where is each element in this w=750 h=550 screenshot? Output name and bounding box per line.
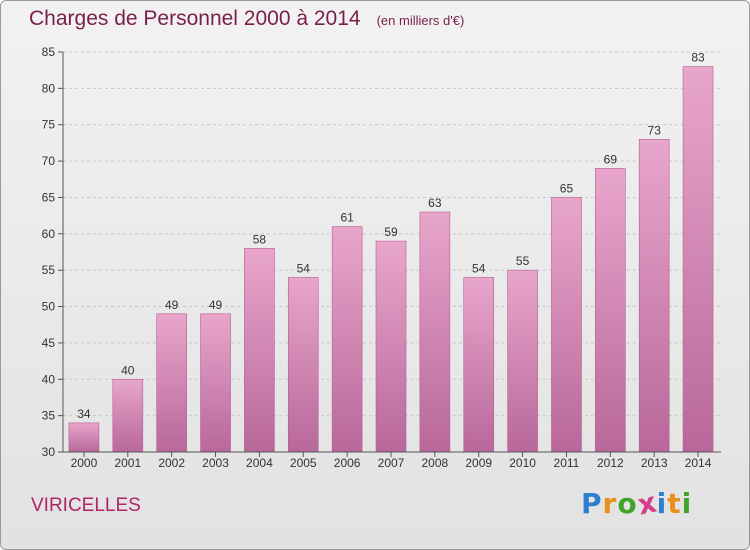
bar: [244, 248, 275, 453]
y-tick-label: 65: [42, 190, 56, 204]
bar: [682, 66, 714, 453]
logo-letter: i: [656, 487, 668, 520]
y-tick-label: 35: [42, 409, 56, 423]
y-tick-label: 45: [42, 336, 56, 350]
bar-value-label: 61: [340, 211, 354, 225]
logo-letter: t: [667, 487, 682, 520]
bar-value-label: 54: [297, 261, 311, 275]
bar: [463, 277, 495, 453]
bar: [112, 378, 144, 453]
x-tick-label: 2000: [71, 456, 98, 470]
bar-value-label: 40: [121, 363, 135, 377]
proxiti-logo: Proxiti: [581, 485, 693, 521]
bar-value-label: 69: [604, 152, 618, 166]
y-tick-label: 75: [42, 118, 56, 132]
bar-value-label: 34: [77, 407, 91, 421]
bar: [375, 240, 407, 453]
chart-title: Charges de Personnel 2000 à 2014: [29, 7, 361, 30]
y-tick-label: 70: [42, 154, 56, 168]
bar: [595, 168, 626, 453]
bar: [68, 422, 100, 453]
bar-value-label: 58: [253, 232, 267, 246]
logo-letter: r: [602, 487, 618, 520]
bar: [551, 197, 582, 453]
bar: [507, 269, 538, 453]
x-tick-label: 2006: [334, 456, 361, 470]
logo-letter: i: [681, 487, 693, 520]
y-tick-label: 55: [42, 263, 56, 277]
x-tick-label: 2004: [246, 456, 273, 470]
x-tick-label: 2007: [378, 456, 405, 470]
bar-value-label: 65: [560, 181, 574, 195]
x-tick-label: 2001: [114, 456, 141, 470]
x-tick-label: 2011: [554, 456, 580, 470]
bar-value-label: 83: [691, 51, 705, 65]
bar-value-label: 54: [472, 261, 486, 275]
bar: [331, 226, 363, 453]
bar-value-label: 73: [648, 123, 662, 137]
bar-value-label: 59: [384, 225, 398, 239]
logo-letter: o: [617, 487, 638, 520]
bar-value-label: 55: [516, 254, 530, 268]
y-tick-label: 60: [42, 227, 56, 241]
x-tick-label: 2009: [465, 456, 492, 470]
x-tick-label: 2013: [641, 456, 668, 470]
bar: [200, 313, 231, 453]
x-tick-label: 2003: [202, 456, 229, 470]
bar: [638, 138, 670, 453]
bar-value-label: 49: [209, 298, 223, 312]
axes: 30 35 40 45 50 55 60 65 70 75 80 85 2000 2001 2002 2003…: [42, 45, 721, 470]
commune-name: VIRICELLES: [31, 495, 141, 516]
bar: [287, 277, 319, 453]
bar-value-label: 49: [165, 298, 179, 312]
y-tick-label: 85: [42, 45, 56, 59]
y-tick-label: 40: [42, 372, 56, 386]
y-tick-label: 30: [42, 445, 56, 459]
chart-subtitle: (en milliers d'€): [376, 13, 465, 28]
x-tick-label: 2008: [422, 456, 449, 470]
x-tick-label: 2014: [685, 456, 712, 470]
bar: [419, 211, 451, 453]
logo-letter: P: [581, 487, 603, 520]
bar-value-label: 63: [428, 196, 442, 210]
x-tick-label: 2005: [290, 456, 317, 470]
bars: 34 40 49 49 58 54 61 59 63 54 55 65 69 73 83: [68, 51, 714, 453]
y-tick-label: 80: [42, 81, 56, 95]
x-tick-label: 2010: [509, 456, 536, 470]
x-tick-label: 2002: [158, 456, 185, 470]
y-tick-label: 50: [42, 300, 56, 314]
x-tick-label: 2012: [597, 456, 624, 470]
bar: [156, 313, 187, 453]
title-row: Charges de Personnel 2000 à 2014 (en mill…: [29, 7, 464, 31]
